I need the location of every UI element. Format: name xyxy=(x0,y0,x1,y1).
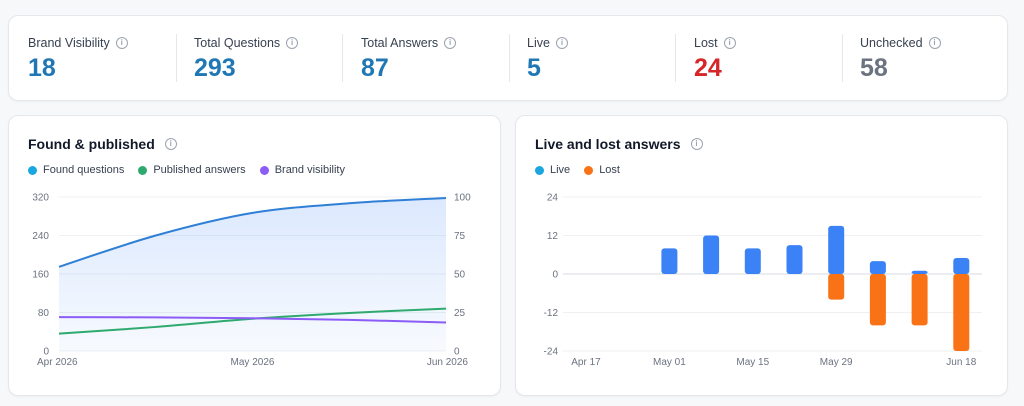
stat-label: Total Answers xyxy=(361,36,439,50)
divider xyxy=(342,34,343,82)
legend-item-found-questions[interactable]: Found questions xyxy=(28,164,124,176)
legend-item-published-answers[interactable]: Published answers xyxy=(138,164,246,176)
y-tick-label: -12 xyxy=(544,308,559,319)
y-left-tick-label: 80 xyxy=(38,308,50,319)
info-icon[interactable]: i xyxy=(115,37,128,49)
legend-label: Published answers xyxy=(153,164,246,176)
legend-swatch xyxy=(584,165,594,175)
bar-live-jun-04 xyxy=(869,261,886,274)
bar-lost-jun-11 xyxy=(911,274,928,326)
info-icon[interactable]: i xyxy=(723,37,736,49)
legend-swatch xyxy=(138,165,148,175)
legend-label: Lost xyxy=(599,164,620,176)
y-right-tick-label: 100 xyxy=(454,193,471,204)
bar-live-may-15 xyxy=(744,248,761,274)
y-left-tick-label: 0 xyxy=(43,347,49,358)
bar-live-may-22 xyxy=(786,245,803,274)
y-right-tick-label: 25 xyxy=(454,308,466,319)
stat-total-answers: Total Answers i 87 xyxy=(361,16,511,100)
stat-unchecked: Unchecked i 58 xyxy=(860,16,1000,100)
chart-legend: Live Lost xyxy=(535,164,634,176)
legend-swatch xyxy=(259,165,269,175)
divider xyxy=(176,34,177,82)
stat-value: 24 xyxy=(694,54,722,82)
live-lost-card: Live and lost answers i Live Lost -24 -12 0… xyxy=(515,115,1008,396)
x-tick-label: Jun 2026 xyxy=(427,357,469,368)
legend-label: Live xyxy=(550,164,571,176)
info-icon[interactable]: i xyxy=(444,37,457,49)
legend-swatch xyxy=(28,165,37,175)
stat-value: 18 xyxy=(28,54,56,82)
found-published-chart: 0 80 160 240 320 0 25 50 75 100 Apr 2026 May 2026 Ju… xyxy=(32,193,471,369)
stat-brand-visibility: Brand Visibility i 18 xyxy=(28,16,178,100)
info-icon[interactable]: i xyxy=(164,138,177,150)
x-tick-label: May 2026 xyxy=(231,357,275,368)
bar-live-may-29 xyxy=(828,225,845,274)
y-left-tick-label: 320 xyxy=(32,193,49,204)
stat-total-questions: Total Questions i 293 xyxy=(194,16,344,100)
info-icon[interactable]: i xyxy=(690,138,703,150)
legend-label: Found questions xyxy=(43,164,125,176)
bar-live-may-08 xyxy=(703,235,720,274)
x-tick-label: Apr 2026 xyxy=(37,357,78,368)
legend-item-brand-visibility[interactable]: Brand visibility xyxy=(259,164,345,176)
stat-label: Live xyxy=(527,36,550,50)
y-right-tick-label: 75 xyxy=(454,231,466,242)
stat-lost: Lost i 24 xyxy=(694,16,844,100)
divider xyxy=(675,34,676,82)
y-left-tick-label: 160 xyxy=(32,270,49,281)
divider xyxy=(509,34,510,82)
bar-lost-may-29 xyxy=(828,274,845,300)
bar-live-jun-18 xyxy=(953,257,970,274)
chart-legend: Found questions Published answers Brand … xyxy=(28,164,359,176)
legend-label: Brand visibility xyxy=(274,164,345,176)
x-tick-label: Apr 17 xyxy=(571,357,601,368)
live-lost-chart: -24 -12 0 12 24 Apr 17 May 01 May 15 May 29 Jun 1… xyxy=(544,193,982,368)
bar-live-may-01 xyxy=(661,248,678,274)
y-left-tick-label: 240 xyxy=(32,231,49,242)
info-icon[interactable]: i xyxy=(286,37,299,49)
card-title: Live and lost answers xyxy=(535,136,681,152)
x-tick-label: May 01 xyxy=(653,357,686,368)
series-area-found-questions xyxy=(59,197,446,351)
stats-bar: Brand Visibility i 18 Total Questions i 29… xyxy=(8,15,1008,101)
bar-live-jun-11 xyxy=(911,270,928,274)
y-right-tick-label: 50 xyxy=(454,270,466,281)
stat-label: Total Questions xyxy=(194,36,281,50)
stat-label: Lost xyxy=(694,36,718,50)
series-line-brand-visibility xyxy=(58,316,447,324)
y-tick-label: -24 xyxy=(544,347,559,358)
stat-value: 87 xyxy=(361,54,389,82)
x-tick-label: May 29 xyxy=(820,357,853,368)
stat-label: Unchecked xyxy=(860,36,923,50)
stat-label: Brand Visibility xyxy=(28,36,110,50)
stat-live: Live i 5 xyxy=(527,16,677,100)
series-line-found-questions xyxy=(58,196,447,268)
bar-lost-jun-18 xyxy=(953,274,970,351)
y-tick-label: 0 xyxy=(552,270,558,281)
y-tick-label: 12 xyxy=(547,231,559,242)
stat-value: 5 xyxy=(527,54,541,82)
card-title: Found & published xyxy=(28,136,155,152)
x-tick-label: May 15 xyxy=(736,357,769,368)
stat-value: 293 xyxy=(194,54,236,82)
y-right-tick-label: 0 xyxy=(454,347,460,358)
x-tick-label: Jun 18 xyxy=(946,357,976,368)
y-tick-label: 24 xyxy=(547,193,559,204)
legend-item-lost[interactable]: Lost xyxy=(584,164,620,176)
legend-swatch xyxy=(535,165,544,175)
legend-item-live[interactable]: Live xyxy=(535,164,570,176)
stat-value: 58 xyxy=(860,54,888,82)
divider xyxy=(842,34,843,82)
info-icon[interactable]: i xyxy=(928,37,941,49)
found-published-card: Found & published i Found questions Publi… xyxy=(8,115,501,396)
info-icon[interactable]: i xyxy=(555,37,568,49)
bar-lost-jun-04 xyxy=(869,274,886,326)
